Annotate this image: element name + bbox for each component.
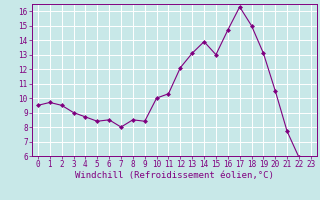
X-axis label: Windchill (Refroidissement éolien,°C): Windchill (Refroidissement éolien,°C) — [75, 171, 274, 180]
